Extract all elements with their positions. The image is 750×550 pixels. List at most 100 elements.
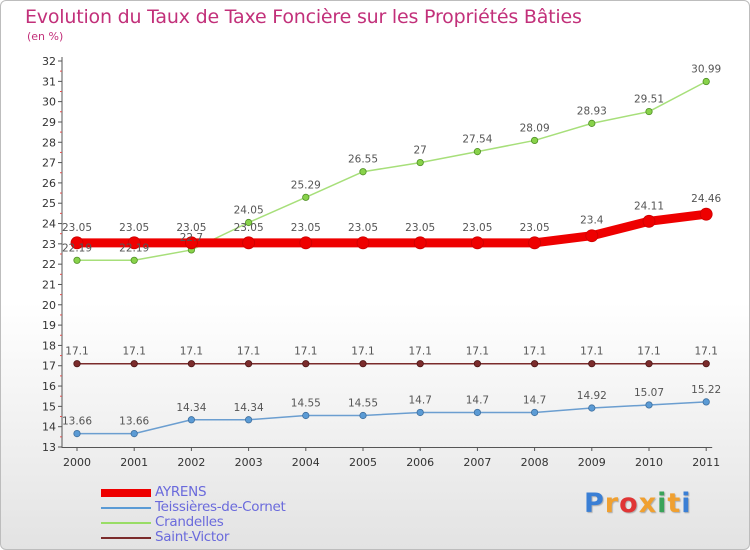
legend-swatch-crandelles — [101, 522, 151, 524]
data-point-ayrens — [413, 236, 427, 250]
data-point-teissieres-de-cornet — [645, 401, 653, 409]
y-tick-label: 15 — [42, 400, 56, 413]
y-tick-label: 25 — [42, 197, 56, 210]
logo-letter: r — [604, 488, 620, 519]
data-point-saint-victor — [588, 360, 596, 368]
data-point-teissieres-de-cornet — [130, 429, 138, 438]
data-point-ayrens — [356, 236, 370, 250]
data-label-crandelles: 22.19 — [62, 242, 92, 254]
data-point-crandelles — [702, 77, 710, 86]
data-point-ayrens — [127, 236, 141, 250]
chart-title: Evolution du Taux de Taxe Foncière sur l… — [25, 6, 582, 28]
y-tick-label: 18 — [42, 339, 56, 352]
data-label-ayrens: 24.11 — [634, 200, 664, 212]
data-label-ayrens: 23.05 — [62, 222, 92, 234]
data-label-ayrens: 23.05 — [348, 222, 378, 234]
logo-letter: i — [657, 488, 668, 519]
data-label-ayrens: 23.05 — [520, 222, 550, 234]
y-tick-label: 20 — [42, 299, 56, 312]
data-point-teissieres-de-cornet — [473, 408, 481, 417]
x-tick-label: 2002 — [177, 456, 205, 469]
data-point-crandelles — [473, 148, 481, 156]
data-point-ayrens — [528, 236, 541, 250]
y-tick-label: 27 — [42, 157, 56, 170]
data-point-ayrens — [242, 236, 256, 250]
data-point-teissieres-de-cornet — [302, 411, 310, 420]
x-tick-label: 2005 — [349, 456, 377, 469]
data-point-saint-victor — [245, 360, 253, 368]
data-point-teissieres-de-cornet — [588, 404, 596, 412]
x-tick-label: 2001 — [120, 456, 148, 469]
data-label-crandelles: 27.54 — [462, 134, 492, 146]
data-label-ayrens: 24.46 — [691, 193, 721, 205]
data-point-saint-victor — [130, 360, 138, 368]
data-point-saint-victor — [73, 360, 81, 368]
data-label-saint-victor: 17.1 — [466, 346, 489, 358]
data-point-ayrens — [299, 236, 313, 250]
series-line-ayrens — [72, 209, 711, 248]
logo-letter: i — [681, 488, 692, 519]
legend-swatch-saint-victor — [101, 537, 151, 539]
data-point-crandelles — [588, 119, 596, 127]
x-tick-label: 2009 — [578, 456, 606, 469]
data-label-crandelles: 26.55 — [348, 154, 378, 166]
data-label-saint-victor: 17.1 — [237, 346, 260, 358]
data-label-crandelles: 24.05 — [234, 205, 264, 217]
legend-swatch-ayrens — [101, 489, 151, 497]
data-point-ayrens — [470, 236, 484, 250]
data-point-ayrens — [70, 236, 84, 250]
y-tick-label: 31 — [42, 75, 56, 88]
data-point-crandelles — [530, 136, 539, 145]
data-point-crandelles — [645, 107, 653, 116]
data-point-saint-victor — [187, 360, 195, 368]
data-label-crandelles: 28.09 — [520, 122, 550, 134]
data-point-teissieres-de-cornet — [73, 429, 81, 438]
data-label-ayrens: 23.05 — [234, 222, 264, 234]
y-tick-label: 14 — [42, 421, 56, 434]
data-point-saint-victor — [416, 360, 424, 368]
data-label-saint-victor: 17.1 — [65, 346, 88, 358]
data-point-teissieres-de-cornet — [359, 411, 367, 420]
y-tick-label: 17 — [42, 360, 56, 373]
data-point-crandelles — [416, 158, 424, 167]
logo-letter: o — [619, 488, 639, 519]
y-tick-label: 24 — [42, 218, 56, 231]
y-tick-label: 22 — [42, 258, 56, 271]
data-point-teissieres-de-cornet — [245, 416, 253, 424]
data-label-ayrens: 23.05 — [119, 222, 149, 234]
y-tick-label: 30 — [42, 96, 56, 109]
y-axis-unit-label: (en %) — [27, 30, 64, 43]
data-point-saint-victor — [359, 360, 367, 368]
x-tick-label: 2010 — [635, 456, 663, 469]
data-label-saint-victor: 17.1 — [180, 346, 203, 358]
data-label-saint-victor: 17.1 — [637, 346, 660, 358]
data-label-teissieres-de-cornet: 14.92 — [577, 390, 607, 402]
data-label-teissieres-de-cornet: 14.7 — [523, 394, 546, 406]
data-point-teissieres-de-cornet — [416, 408, 424, 417]
data-point-saint-victor — [530, 360, 539, 368]
x-tick-label: 2008 — [521, 456, 549, 469]
series-line-crandelles — [76, 80, 707, 262]
x-tick-label: 2006 — [406, 456, 434, 469]
x-tick-label: 2007 — [463, 456, 491, 469]
proxiti-logo: Proxiti — [584, 488, 692, 519]
data-label-ayrens: 23.05 — [291, 222, 321, 234]
data-point-crandelles — [73, 256, 81, 264]
data-label-saint-victor: 17.1 — [123, 346, 146, 358]
logo-letter: x — [638, 488, 658, 519]
data-point-teissieres-de-cornet — [530, 408, 539, 417]
data-point-crandelles — [130, 256, 138, 264]
x-tick-label: 2011 — [692, 456, 720, 469]
data-label-teissieres-de-cornet: 14.34 — [176, 402, 206, 414]
data-label-ayrens: 23.4 — [580, 215, 604, 227]
data-label-teissieres-de-cornet: 13.66 — [62, 416, 92, 428]
data-label-crandelles: 29.51 — [634, 94, 664, 106]
data-label-teissieres-de-cornet: 13.66 — [119, 416, 149, 428]
data-label-crandelles: 25.29 — [291, 179, 321, 191]
data-label-teissieres-de-cornet: 14.55 — [348, 398, 378, 410]
y-tick-label: 26 — [42, 177, 56, 190]
y-tick-label: 13 — [42, 441, 56, 454]
y-tick-label: 28 — [42, 136, 56, 149]
data-label-crandelles: 22.19 — [119, 242, 149, 254]
